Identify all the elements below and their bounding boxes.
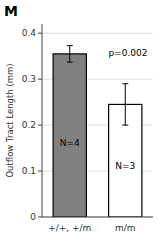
- error-bar: [122, 84, 128, 125]
- n-label: N=3: [115, 161, 135, 171]
- y-tick: [38, 217, 42, 218]
- grid: [42, 33, 153, 217]
- error-cap: [67, 62, 73, 63]
- y-tick: [38, 125, 42, 126]
- y-tick-label: 0: [30, 212, 36, 222]
- grid-line: [42, 217, 153, 218]
- y-tick-label: 0.3: [22, 74, 36, 84]
- y-tick: [38, 33, 42, 34]
- error-bar: [67, 46, 73, 63]
- error-line: [125, 84, 126, 125]
- y-tick-label: 0.2: [22, 120, 36, 130]
- x-axis: [42, 217, 153, 218]
- error-line: [69, 46, 70, 63]
- y-tick: [38, 79, 42, 80]
- chart: 0 0.1 0.2 0.3 0.4 N=4 N=3 +/+, +/m m/m p=0.002 Out…: [0, 0, 159, 245]
- error-cap: [122, 83, 128, 84]
- y-axis: [42, 24, 43, 217]
- x-tick-label: m/m: [115, 223, 136, 233]
- y-tick: [38, 171, 42, 172]
- chart-container: 0 0.1 0.2 0.3 0.4 N=4 N=3 +/+, +/m m/m p=0.002 Out…: [0, 0, 159, 245]
- y-tick-label: 0.1: [22, 166, 36, 176]
- error-cap: [67, 45, 73, 46]
- panel-label: M: [4, 3, 18, 19]
- y-tick-label: 0.4: [22, 28, 37, 38]
- bar: [53, 54, 86, 217]
- x-tick-label: +/+, +/m: [48, 223, 91, 233]
- n-label: N=4: [60, 138, 80, 148]
- y-axis-label: Outflow Tract Length (mm): [5, 63, 15, 177]
- error-cap: [122, 125, 128, 126]
- grid-line: [42, 33, 153, 34]
- bars: [53, 46, 142, 217]
- annotation: p=0.002: [108, 48, 147, 58]
